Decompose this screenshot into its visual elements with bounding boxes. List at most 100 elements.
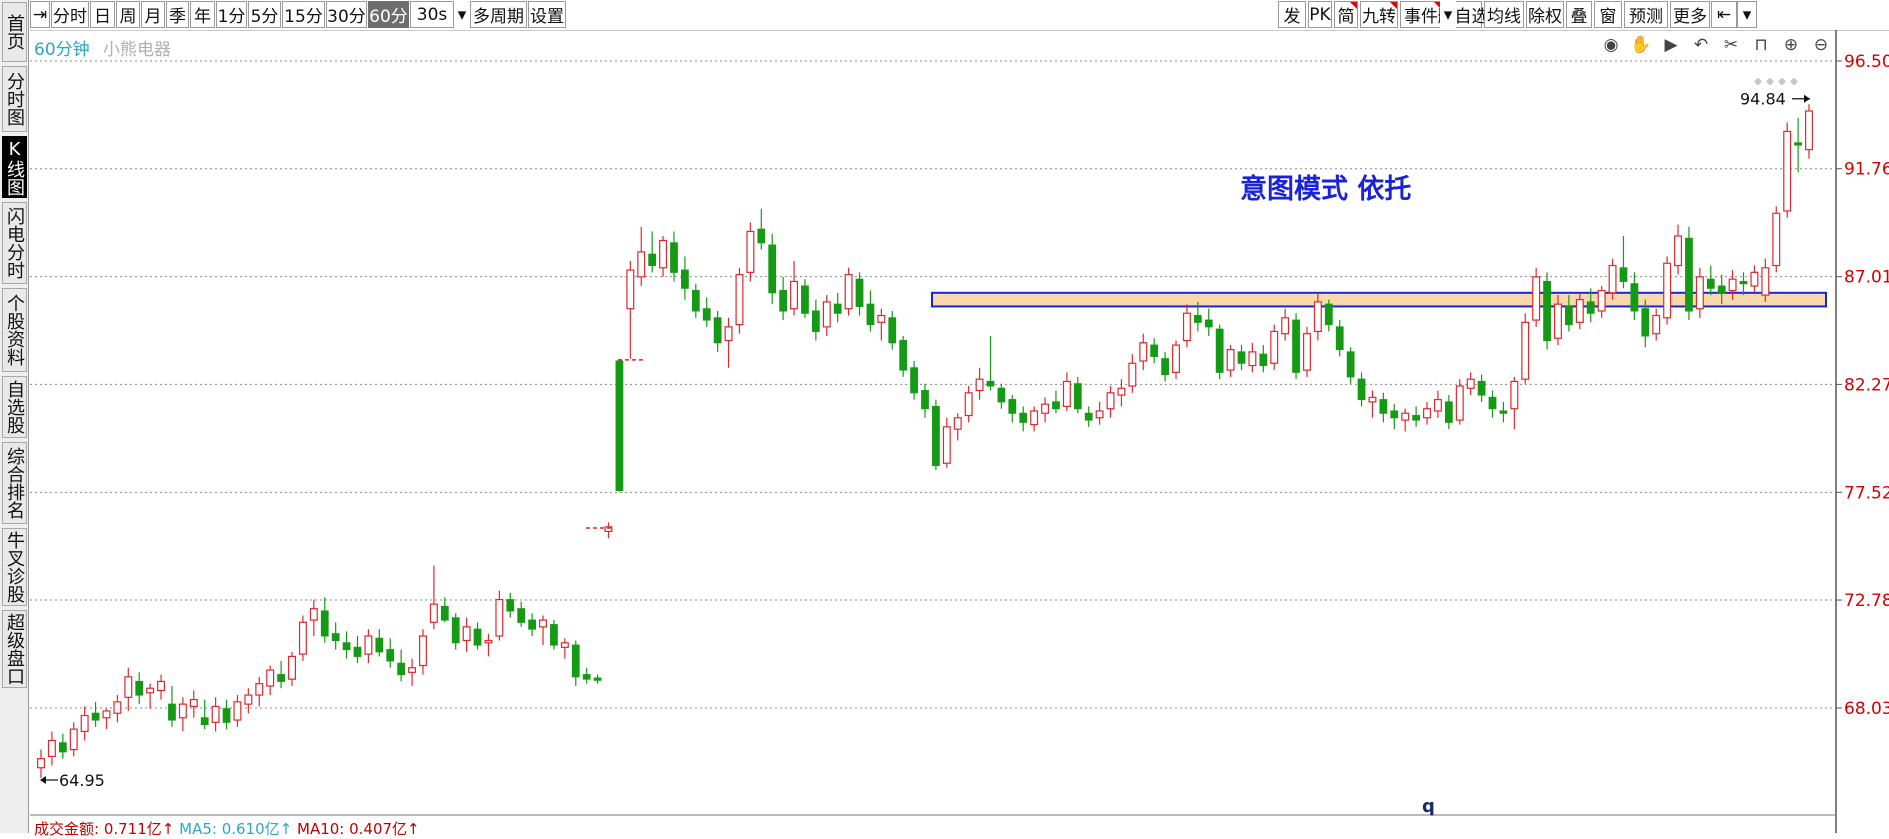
- period-tab-1[interactable]: 日: [90, 1, 115, 28]
- sidebar-item-0[interactable]: 首页: [2, 2, 27, 62]
- period-tab-9[interactable]: 30分: [326, 1, 367, 28]
- period-tab-8[interactable]: 15分: [282, 1, 325, 28]
- candle-body: [626, 269, 635, 310]
- period-tab-5[interactable]: 年: [190, 1, 215, 28]
- candle-body: [604, 526, 613, 533]
- candle-body: [342, 642, 351, 651]
- candle-body: [462, 626, 471, 642]
- candle-body: [1750, 271, 1759, 287]
- candle-body: [473, 628, 482, 646]
- sidebar-item-3[interactable]: 闪电分时: [2, 202, 27, 284]
- sidebar-item-2[interactable]: K线图: [2, 136, 27, 198]
- candle-body: [1663, 262, 1672, 319]
- period-tab-3[interactable]: 月: [141, 1, 165, 28]
- annotation-marker-q: q: [1422, 796, 1435, 817]
- period-tab-4[interactable]: 季: [166, 1, 189, 28]
- candle-body: [451, 617, 460, 644]
- zoom-out-icon[interactable]: ⊖: [1813, 35, 1829, 55]
- candle-body: [309, 608, 318, 621]
- tool-button-4[interactable]: 事件: [1400, 1, 1442, 28]
- candle-body: [1532, 276, 1541, 321]
- candle-body: [670, 242, 678, 273]
- collapse-arrow-icon[interactable]: ⇥: [30, 1, 50, 28]
- candle-body: [47, 739, 56, 758]
- candle-body: [1182, 312, 1191, 342]
- candle-body: [1554, 303, 1562, 339]
- candle-body: [157, 680, 166, 692]
- event-marker: [1790, 77, 1798, 86]
- event-dropdown-icon[interactable]: ▾: [1440, 1, 1456, 28]
- candle-body: [397, 662, 406, 676]
- tool-button-3[interactable]: 九转: [1360, 1, 1398, 28]
- candle-body: [528, 619, 536, 630]
- candle-body: [1695, 276, 1704, 310]
- tool-button-8[interactable]: 叠: [1566, 1, 1592, 28]
- period-tab-2[interactable]: 周: [116, 1, 140, 28]
- candle-body: [1433, 399, 1442, 412]
- candle-body: [953, 417, 962, 430]
- tool-button-9[interactable]: 窗: [1594, 1, 1622, 28]
- period-tab-12[interactable]: 多周期: [470, 1, 527, 28]
- candle-body: [1685, 237, 1693, 312]
- candle-body: [1488, 396, 1497, 410]
- sidebar-item-5[interactable]: 自选股: [2, 376, 27, 438]
- play-icon[interactable]: ▶: [1664, 35, 1678, 55]
- period-tab-6[interactable]: 1分: [216, 1, 247, 28]
- candle-body: [1444, 401, 1453, 423]
- chart-tool-icons: ◉ ✋ ▶ ↶ ✂ ⊓ ⊕ ⊖: [1600, 34, 1832, 56]
- candle-body: [320, 610, 329, 637]
- period-tab-10[interactable]: 60分: [368, 1, 409, 28]
- sidebar-item-4[interactable]: 个股资料: [2, 288, 27, 372]
- candle-body: [1401, 412, 1410, 421]
- tool-button-2[interactable]: 简: [1334, 1, 1358, 28]
- candle-body: [1772, 212, 1781, 267]
- period-tab-11[interactable]: 30s: [410, 1, 454, 28]
- toolbar-dropdown-icon[interactable]: ▾: [1737, 1, 1757, 28]
- candle-body: [58, 742, 67, 753]
- candle-body: [746, 230, 755, 273]
- tool-button-7[interactable]: 除权: [1526, 1, 1564, 28]
- lock-icon[interactable]: ⊓: [1754, 35, 1768, 55]
- tool-button-10[interactable]: 预测: [1624, 1, 1668, 28]
- candle-body: [146, 687, 155, 694]
- sidebar-item-8[interactable]: 超级盘口: [2, 610, 27, 688]
- candle-body: [1423, 408, 1432, 419]
- candle-body: [364, 635, 373, 655]
- zoom-in-icon[interactable]: ⊕: [1783, 35, 1799, 55]
- interval-dropdown-icon[interactable]: ▾: [454, 1, 470, 28]
- period-tab-13[interactable]: 设置: [528, 1, 566, 28]
- candle-body: [571, 644, 580, 678]
- period-tab-0[interactable]: 分时: [51, 1, 89, 28]
- candle-body: [80, 714, 89, 733]
- candle-body: [1346, 351, 1355, 378]
- sidebar-item-1[interactable]: 分时图: [2, 66, 27, 132]
- period-tab-7[interactable]: 5分: [248, 1, 281, 28]
- event-marker: [1766, 77, 1774, 86]
- candle-body: [659, 239, 668, 269]
- candle-body: [1805, 110, 1813, 151]
- candle-body: [1510, 380, 1519, 410]
- candle-body: [484, 639, 493, 644]
- sidebar-item-7[interactable]: 牛叉诊股: [2, 528, 27, 606]
- candle-body: [560, 642, 569, 648]
- eye-icon[interactable]: ◉: [1603, 35, 1619, 55]
- candle-body: [1630, 283, 1639, 312]
- tool-button-0[interactable]: 发: [1278, 1, 1306, 28]
- candle-body: [277, 674, 285, 682]
- skip-back-icon[interactable]: ⇤: [1711, 1, 1737, 28]
- tool-button-1[interactable]: PK: [1308, 1, 1332, 28]
- candle-body: [582, 674, 591, 680]
- tool-button-11[interactable]: 更多: [1670, 1, 1710, 28]
- undo-icon[interactable]: ↶: [1693, 35, 1709, 55]
- tool-button-6[interactable]: 均线: [1484, 1, 1524, 28]
- scissors-icon[interactable]: ✂: [1723, 35, 1739, 55]
- candle-body: [331, 633, 340, 642]
- hand-icon[interactable]: ✋: [1630, 35, 1652, 55]
- candle-body: [681, 269, 689, 289]
- candle-body: [1597, 289, 1606, 312]
- candle-body: [648, 253, 657, 267]
- candle-body: [233, 701, 242, 721]
- y-tick-label: 72.78: [1844, 591, 1889, 611]
- sidebar-item-6[interactable]: 综合排名: [2, 442, 27, 524]
